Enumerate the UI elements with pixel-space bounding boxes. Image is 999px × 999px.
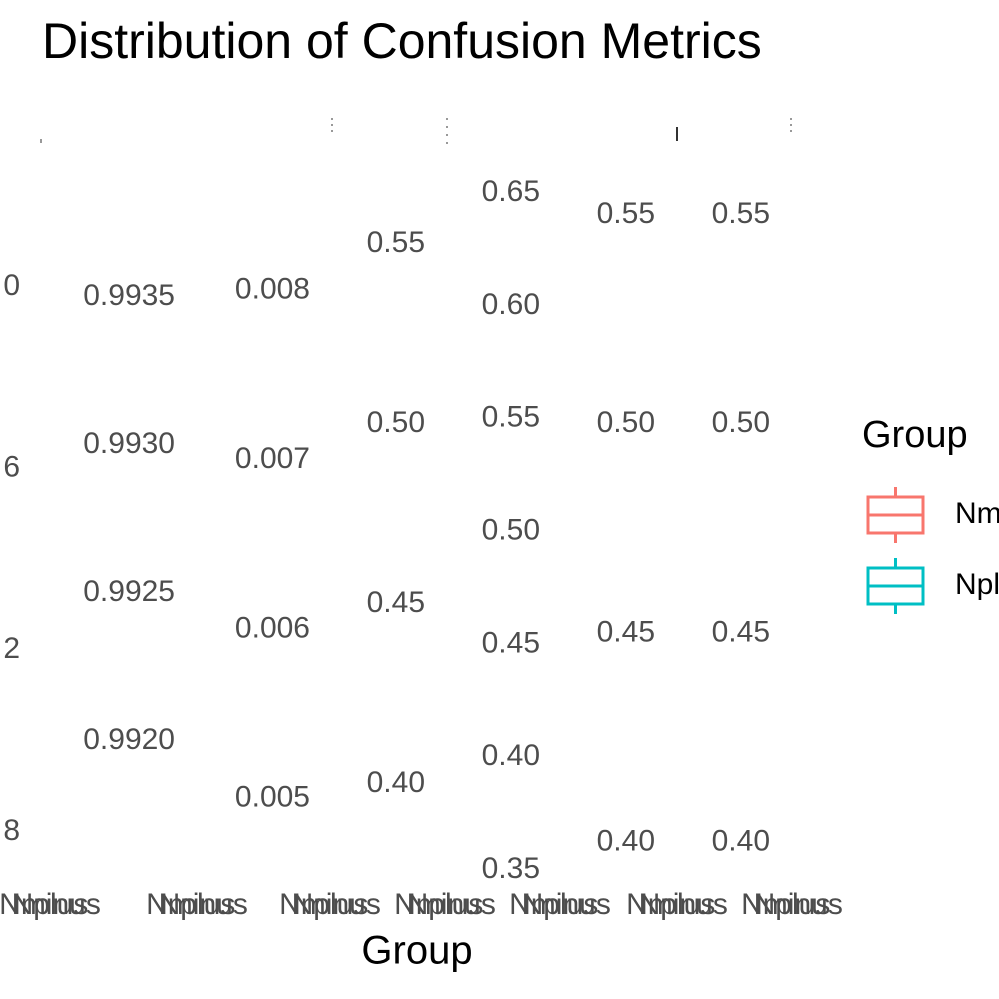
y-tick-label: 2 bbox=[3, 632, 20, 665]
y-tick-label: 0.50 bbox=[367, 406, 425, 439]
y-tick-label: 0.40 bbox=[367, 766, 425, 799]
y-tick-label: 0.005 bbox=[235, 781, 310, 814]
y-tick-label: 0.45 bbox=[367, 586, 425, 619]
x-tick-label: Nplus bbox=[12, 888, 89, 921]
y-tick-label: 8 bbox=[3, 814, 20, 847]
y-tick-label: 0.45 bbox=[597, 615, 655, 648]
x-tick-label: Nminus bbox=[394, 888, 496, 921]
y-tick-label: 0.55 bbox=[482, 401, 540, 434]
x-tick-label: Nminus bbox=[741, 888, 843, 921]
y-tick-label: 0.50 bbox=[482, 513, 540, 546]
y-tick-label: 0.9930 bbox=[83, 427, 175, 460]
x-tick-label: Nplus bbox=[522, 888, 599, 921]
y-tick-label: 0.35 bbox=[482, 852, 540, 885]
y-tick-label: 0.9920 bbox=[83, 723, 175, 756]
x-tick-label: Nminus bbox=[0, 888, 101, 921]
y-tick-label: 0.55 bbox=[712, 197, 770, 230]
y-tick-label: 0.55 bbox=[597, 197, 655, 230]
y-tick-label: 0.008 bbox=[235, 273, 310, 306]
y-tick-label: 0.60 bbox=[482, 288, 540, 321]
y-tick-label: 0.40 bbox=[482, 739, 540, 772]
box-remnants bbox=[40, 118, 792, 145]
y-tick-label: 0.007 bbox=[235, 442, 310, 475]
x-tick-label: Nminus bbox=[146, 888, 248, 921]
x-tick-label: Nplus bbox=[292, 888, 369, 921]
y-tick-label: 6 bbox=[3, 451, 20, 484]
y-tick-label: 0 bbox=[3, 269, 20, 302]
x-tick-label: Nplus bbox=[639, 888, 716, 921]
x-tick-label: Nplus bbox=[407, 888, 484, 921]
y-tick-label: 0.40 bbox=[597, 825, 655, 858]
y-tick-label: 0.45 bbox=[712, 615, 770, 648]
x-tick-label: Nplus bbox=[159, 888, 236, 921]
chart-title: Distribution of Confusion Metrics bbox=[42, 13, 762, 69]
y-tick-label: 0.9925 bbox=[83, 575, 175, 608]
x-tick-label: Nplus bbox=[754, 888, 831, 921]
y-tick-label: 0.55 bbox=[367, 226, 425, 259]
x-tick-label: Nminus bbox=[509, 888, 611, 921]
x-tick-label: Nminus bbox=[279, 888, 381, 921]
legend-title: Group bbox=[862, 414, 968, 456]
x-axis-title: Group bbox=[361, 929, 472, 973]
legend-label: Nminus bbox=[955, 497, 999, 530]
y-tick-label: 0.006 bbox=[235, 611, 310, 644]
y-tick-label: 0.45 bbox=[482, 626, 540, 659]
legend-label: Nplus bbox=[955, 568, 999, 601]
y-tick-label: 0.50 bbox=[597, 406, 655, 439]
y-tick-label: 0.40 bbox=[712, 825, 770, 858]
y-tick-label: 0.65 bbox=[482, 175, 540, 208]
y-tick-label: 0.9935 bbox=[83, 279, 175, 312]
x-tick-label: Nminus bbox=[626, 888, 728, 921]
y-tick-label: 0.50 bbox=[712, 406, 770, 439]
